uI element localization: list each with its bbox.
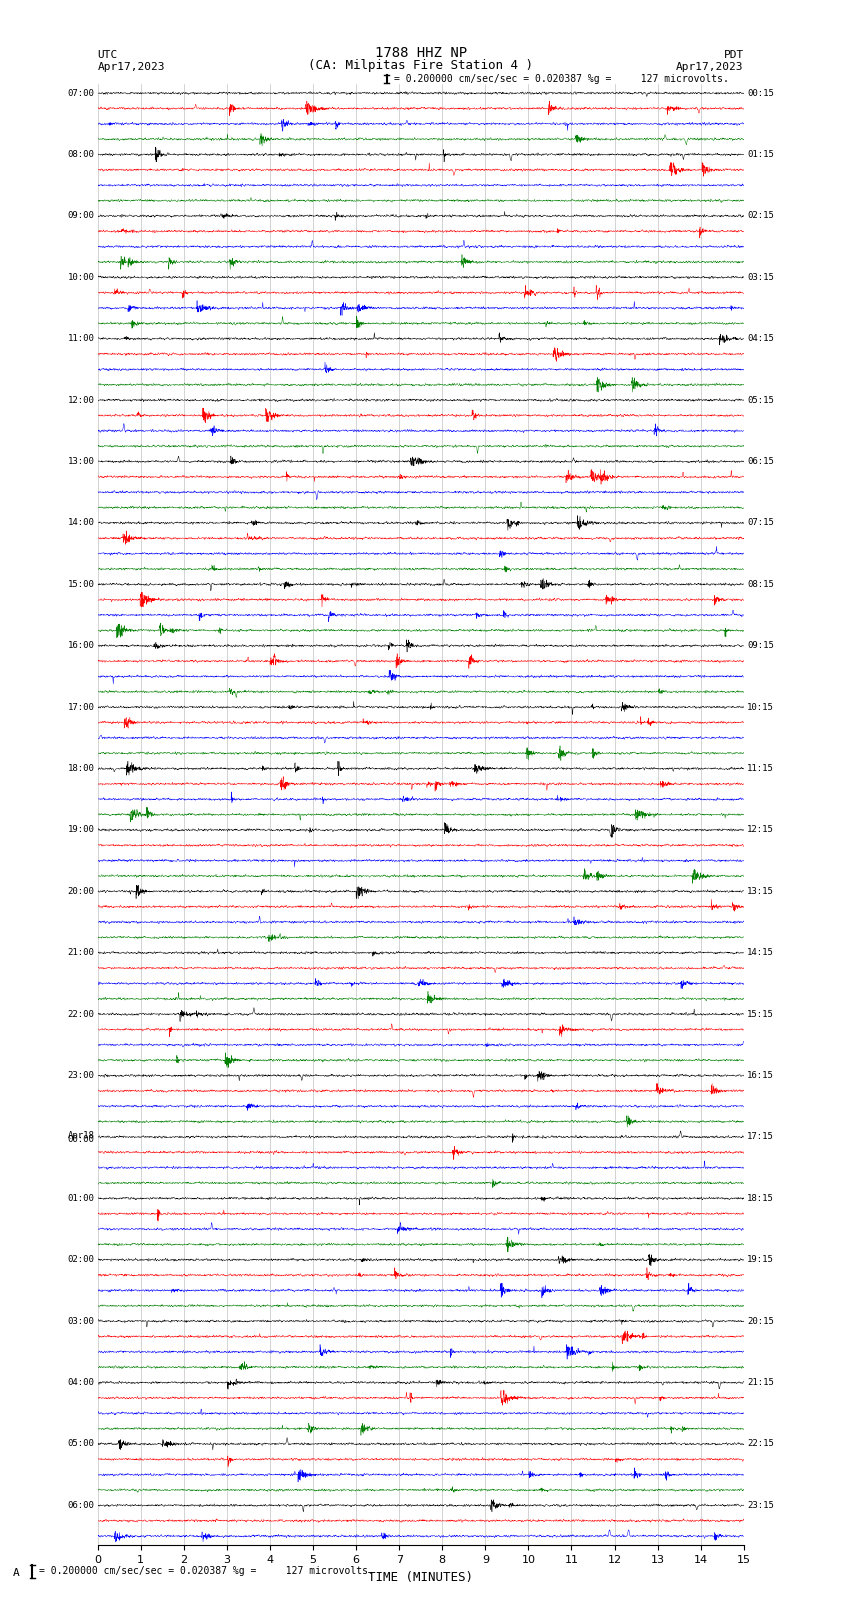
Text: Apr17,2023: Apr17,2023: [98, 61, 165, 71]
Text: 07:00: 07:00: [68, 89, 94, 97]
Text: 23:00: 23:00: [68, 1071, 94, 1081]
Text: 14:15: 14:15: [747, 948, 774, 957]
Text: 09:00: 09:00: [68, 211, 94, 221]
Text: A: A: [13, 1568, 20, 1578]
Text: 06:00: 06:00: [68, 1500, 94, 1510]
Text: 18:00: 18:00: [68, 765, 94, 773]
Text: 12:00: 12:00: [68, 395, 94, 405]
Text: 23:15: 23:15: [747, 1500, 774, 1510]
Text: 15:00: 15:00: [68, 579, 94, 589]
Text: PDT: PDT: [723, 50, 744, 60]
Text: 14:00: 14:00: [68, 518, 94, 527]
Text: 12:15: 12:15: [747, 826, 774, 834]
Text: 11:15: 11:15: [747, 765, 774, 773]
Text: 19:15: 19:15: [747, 1255, 774, 1265]
Text: 04:15: 04:15: [747, 334, 774, 344]
Text: 04:00: 04:00: [68, 1378, 94, 1387]
Text: 08:00: 08:00: [68, 150, 94, 160]
Text: 20:15: 20:15: [747, 1316, 774, 1326]
Text: 08:15: 08:15: [747, 579, 774, 589]
Text: = 0.200000 cm/sec/sec = 0.020387 %g =     127 microvolts.: = 0.200000 cm/sec/sec = 0.020387 %g = 12…: [39, 1566, 374, 1576]
Text: 10:00: 10:00: [68, 273, 94, 282]
Text: 05:00: 05:00: [68, 1439, 94, 1448]
Text: 07:15: 07:15: [747, 518, 774, 527]
X-axis label: TIME (MINUTES): TIME (MINUTES): [368, 1571, 473, 1584]
Text: = 0.200000 cm/sec/sec = 0.020387 %g =     127 microvolts.: = 0.200000 cm/sec/sec = 0.020387 %g = 12…: [394, 74, 728, 84]
Text: 16:00: 16:00: [68, 642, 94, 650]
Text: 17:15: 17:15: [747, 1132, 774, 1142]
Text: 06:15: 06:15: [747, 456, 774, 466]
Text: 13:15: 13:15: [747, 887, 774, 895]
Text: Apr18: Apr18: [68, 1131, 94, 1140]
Text: 10:15: 10:15: [747, 703, 774, 711]
Text: 03:00: 03:00: [68, 1316, 94, 1326]
Text: Apr17,2023: Apr17,2023: [677, 61, 744, 71]
Text: 11:00: 11:00: [68, 334, 94, 344]
Text: (CA: Milpitas Fire Station 4 ): (CA: Milpitas Fire Station 4 ): [309, 58, 533, 71]
Text: 00:15: 00:15: [747, 89, 774, 97]
Text: 03:15: 03:15: [747, 273, 774, 282]
Text: 01:15: 01:15: [747, 150, 774, 160]
Text: 1788 HHZ NP: 1788 HHZ NP: [375, 47, 467, 60]
Text: 19:00: 19:00: [68, 826, 94, 834]
Text: 05:15: 05:15: [747, 395, 774, 405]
Text: 21:15: 21:15: [747, 1378, 774, 1387]
Text: 22:15: 22:15: [747, 1439, 774, 1448]
Text: 16:15: 16:15: [747, 1071, 774, 1081]
Text: 02:00: 02:00: [68, 1255, 94, 1265]
Text: 22:00: 22:00: [68, 1010, 94, 1019]
Text: 02:15: 02:15: [747, 211, 774, 221]
Text: 21:00: 21:00: [68, 948, 94, 957]
Text: 18:15: 18:15: [747, 1194, 774, 1203]
Text: UTC: UTC: [98, 50, 118, 60]
Text: 09:15: 09:15: [747, 642, 774, 650]
Text: 01:00: 01:00: [68, 1194, 94, 1203]
Text: 15:15: 15:15: [747, 1010, 774, 1019]
Text: 00:00: 00:00: [68, 1136, 94, 1145]
Text: 13:00: 13:00: [68, 456, 94, 466]
Text: 17:00: 17:00: [68, 703, 94, 711]
Text: 20:00: 20:00: [68, 887, 94, 895]
